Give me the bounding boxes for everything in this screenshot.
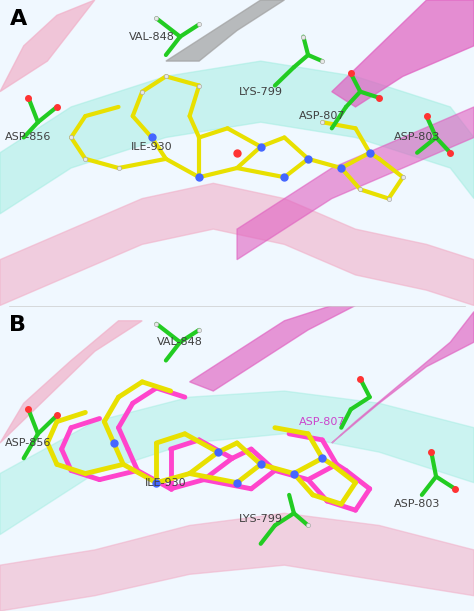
Polygon shape: [237, 107, 474, 260]
Polygon shape: [190, 306, 356, 391]
Text: ASP-803: ASP-803: [394, 133, 440, 142]
Polygon shape: [0, 183, 474, 306]
Text: LYS-799: LYS-799: [239, 514, 283, 524]
Polygon shape: [332, 0, 474, 107]
Text: ILE-930: ILE-930: [145, 478, 187, 488]
Polygon shape: [0, 513, 474, 611]
Text: ASP-803: ASP-803: [394, 499, 440, 509]
Text: ASP-856: ASP-856: [5, 438, 52, 448]
Polygon shape: [0, 321, 142, 443]
Polygon shape: [332, 312, 474, 443]
Text: A: A: [9, 9, 27, 29]
Polygon shape: [166, 0, 284, 61]
Polygon shape: [0, 391, 474, 535]
Text: ILE-930: ILE-930: [131, 142, 173, 152]
Text: VAL-848: VAL-848: [157, 337, 203, 347]
Polygon shape: [0, 61, 474, 214]
Text: VAL-848: VAL-848: [129, 32, 174, 42]
Text: ASP-856: ASP-856: [5, 133, 52, 142]
Text: ASP-807: ASP-807: [299, 111, 346, 121]
Text: B: B: [9, 315, 27, 335]
Text: ASP-807: ASP-807: [299, 417, 346, 426]
Text: LYS-799: LYS-799: [239, 87, 283, 97]
Polygon shape: [0, 0, 95, 92]
